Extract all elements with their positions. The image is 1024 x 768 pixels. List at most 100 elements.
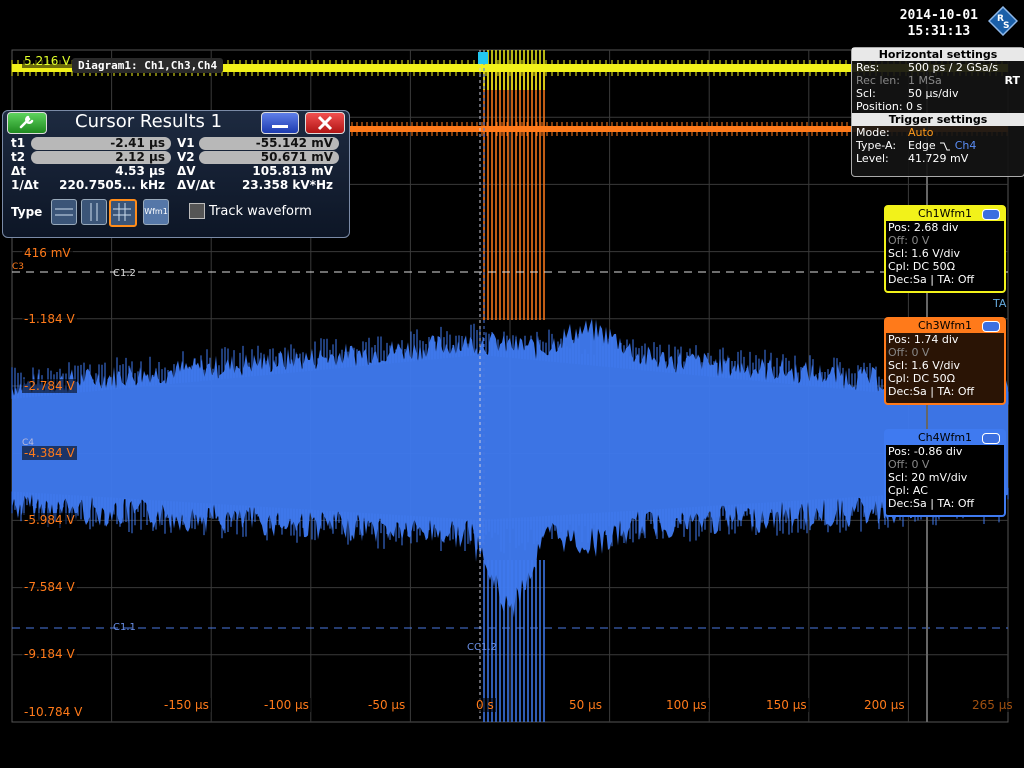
v2-label: V2 [177,150,195,164]
mode-key: Mode: [856,126,890,139]
y-label-5: -4.384 V [22,446,77,460]
y-label-2: 416 mV [22,246,73,260]
svg-text:S: S [1003,21,1009,31]
cursor-panel-title: Cursor Results 1 [75,111,223,132]
ch3-wfm-title: Ch3Wfm1 [886,319,1004,333]
x-label-2: -100 µs [262,698,311,712]
rohde-schwarz-logo-icon: R S [988,6,1018,36]
delta-v-value: 105.813 mV [252,164,333,178]
t1-label: t1 [11,136,26,150]
inv-delta-t-label: 1/Δt [11,178,39,192]
level-row: Level: 41.729 mV [852,152,1024,165]
delta-t-label: Δt [11,164,27,178]
ch3-cpl: Cpl: DC 50Ω [888,372,955,385]
settings-panel[interactable]: Horizontal settings Res: 500 ps / 2 GSa/s… [851,47,1024,177]
ch4-minimize-button[interactable] [982,433,1000,444]
svg-text:R: R [997,14,1004,24]
ch1-dec: Dec:Sa | TA: Off [888,273,975,286]
x-label-8: 200 µs [862,698,907,712]
datetime-display: 2014-10-01 15:31:13 [900,8,978,40]
ch4-cpl: Cpl: AC [888,484,928,497]
ch1-minimize-button[interactable] [982,209,1000,220]
diagram-label[interactable]: Diagram1: Ch1,Ch3,Ch4 [72,58,224,73]
track-waveform-checkbox[interactable] [189,203,205,219]
cursor-type-both-button[interactable] [109,199,137,227]
cursor-source-button[interactable]: Wfm1 [143,199,169,225]
rt-badge: RT [1004,74,1020,87]
scl-key: Scl: [856,87,876,100]
cursor-type-horizontal-button[interactable] [51,199,77,225]
position-row: Position: 0 s [852,100,1024,113]
minimize-button[interactable] [261,112,299,134]
x-label-7: 150 µs [764,698,809,712]
t1-value[interactable]: -2.41 µs [31,137,171,150]
trigger-type-row: Type-A: Edge Ch4 [852,139,1024,152]
trigger-arrow-marker[interactable]: TA [993,297,1007,310]
ch4-wfm-title-text: Ch4Wfm1 [917,431,973,444]
ch1-off: Off: 0 V [888,234,930,247]
ch4-scl: Scl: 20 mV/div [888,471,968,484]
reclen-key: Rec len: [856,74,900,87]
scl-row: Scl: 50 µs/div [852,87,1024,100]
wrench-icon [19,115,34,129]
y-label-3: -1.184 V [22,312,77,326]
x-label-3: -50 µs [366,698,408,712]
delta-v-label: ΔV [177,164,196,178]
ch3-scl: Scl: 1.6 V/div [888,359,961,372]
cursor-tag-cc[interactable]: CC1.2 [467,642,497,653]
dv-dt-label: ΔV/Δt [177,178,215,192]
scl-value: 50 µs/div [908,87,959,100]
res-value: 500 ps / 2 GSa/s [908,61,999,74]
inv-delta-t-value: 220.7505... kHz [59,178,165,192]
ch1-wfm-box[interactable]: Ch1Wfm1 Pos: 2.68 div Off: 0 V Scl: 1.6 … [884,205,1006,293]
y-label-8: -9.184 V [22,647,77,661]
y-label-6: -5.984 V [22,513,77,527]
cursor-results-panel: Cursor Results 1 t1 -2.41 µs V1 -55.142 … [2,110,350,238]
close-icon [317,115,333,131]
trigger-settings-title: Trigger settings [852,113,1024,126]
horizontal-settings-title: Horizontal settings [852,48,1024,61]
delta-t-value: 4.53 µs [115,164,165,178]
ch3-minimize-button[interactable] [982,321,1000,332]
cursor-source-label: Wfm1 [144,207,168,216]
ch4-wfm-box[interactable]: Ch4Wfm1 Pos: -0.86 div Off: 0 V Scl: 20 … [884,429,1006,517]
mode-value: Auto [908,126,934,139]
trigger-type-key: Type-A: [856,139,897,152]
level-value: 41.729 mV [908,152,969,165]
reclen-row: Rec len: 1 MSa RT [852,74,1024,87]
res-key: Res: [856,61,880,74]
v2-value[interactable]: 50.671 mV [199,151,339,164]
dv-dt-value: 23.358 kV*Hz [241,178,333,192]
ch3-wfm-box[interactable]: Ch3Wfm1 Pos: 1.74 div Off: 0 V Scl: 1.6 … [884,317,1006,405]
position-value: 0 s [906,100,923,113]
ch3-dec: Dec:Sa | TA: Off [888,385,975,398]
cursor-tag-c11[interactable]: C1.1 [113,622,136,633]
date-text: 2014-10-01 [899,8,978,23]
v1-label: V1 [177,136,195,150]
ch1-cpl: Cpl: DC 50Ω [888,260,955,273]
x-label-6: 100 µs [664,698,709,712]
vertical-cursor-icon [90,203,98,221]
falling-edge-icon [940,142,951,150]
ch4-dec: Dec:Sa | TA: Off [888,497,975,510]
level-key: Level: [856,152,889,165]
x-label-5: 50 µs [567,698,604,712]
ch4-marker[interactable]: C4 [22,438,35,448]
y-label-4: -2.784 V [22,379,77,393]
position-key: Position: [856,100,903,113]
v1-value[interactable]: -55.142 mV [199,137,339,150]
ch3-marker[interactable]: C3 [12,262,25,272]
ch3-off: Off: 0 V [888,346,930,359]
trigger-source-value: Ch4 [954,139,977,152]
x-label-4: 0 s [474,698,496,712]
cursor-tag-c12[interactable]: C1.2 [113,268,136,279]
ch1-wfm-title-text: Ch1Wfm1 [917,207,973,220]
t2-value[interactable]: 2.12 µs [31,151,171,164]
y-label-7: -7.584 V [22,580,77,594]
cursor-type-vertical-button[interactable] [81,199,107,225]
settings-wrench-button[interactable] [7,112,47,134]
x-label-9: 265 µs [970,698,1015,712]
type-label: Type [11,205,43,219]
close-button[interactable] [305,112,345,134]
